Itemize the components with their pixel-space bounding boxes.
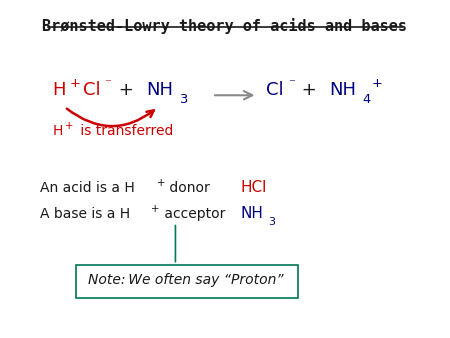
Text: donor: donor — [166, 182, 210, 195]
Text: ⁻: ⁻ — [288, 77, 295, 90]
Text: 3: 3 — [268, 217, 275, 227]
Text: HCl: HCl — [240, 180, 266, 195]
Text: A base is a H: A base is a H — [40, 207, 130, 221]
Text: Cl: Cl — [83, 81, 100, 99]
Text: +: + — [69, 77, 80, 90]
Text: 4: 4 — [362, 93, 371, 106]
Text: NH: NH — [329, 81, 356, 99]
Text: +: + — [296, 81, 323, 99]
Text: H: H — [53, 124, 63, 139]
Text: Brønsted-Lowry theory of acids and bases: Brønsted-Lowry theory of acids and bases — [42, 18, 408, 34]
Text: NH: NH — [240, 206, 263, 221]
Text: +: + — [372, 77, 382, 90]
Text: 3: 3 — [179, 93, 187, 106]
Text: An acid is a H: An acid is a H — [40, 182, 135, 195]
Text: H: H — [53, 81, 66, 99]
Text: +: + — [65, 121, 74, 131]
Text: Note: We often say “Proton”: Note: We often say “Proton” — [88, 273, 284, 287]
Text: +: + — [151, 203, 159, 214]
Text: ⁻: ⁻ — [104, 77, 112, 90]
Text: +: + — [157, 178, 165, 188]
Text: is transferred: is transferred — [76, 124, 173, 139]
FancyBboxPatch shape — [76, 265, 298, 298]
Text: NH: NH — [146, 81, 173, 99]
Text: acceptor: acceptor — [160, 207, 225, 221]
Text: +: + — [113, 81, 140, 99]
Text: Cl: Cl — [266, 81, 284, 99]
